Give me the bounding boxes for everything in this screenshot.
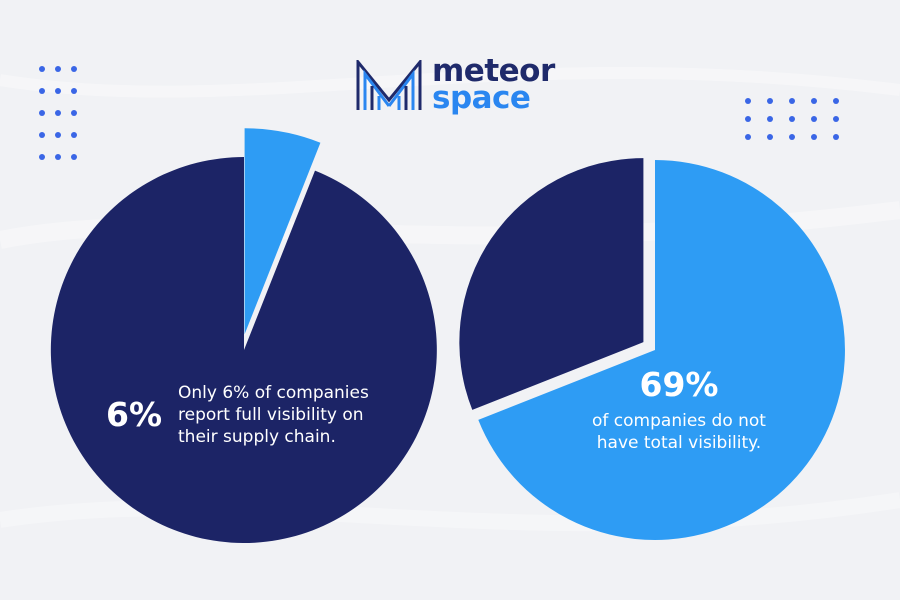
- value-label-right: 69%: [640, 365, 719, 404]
- pie-slice-highlight-right: [478, 160, 845, 540]
- decorative-dot: [745, 98, 751, 104]
- decorative-dot: [39, 110, 45, 116]
- decorative-dot: [55, 132, 61, 138]
- decorative-dot: [55, 110, 61, 116]
- decorative-dot: [789, 134, 795, 140]
- decorative-dot: [71, 66, 77, 72]
- decorative-dot: [811, 134, 817, 140]
- caption-left-line1: Only 6% of companies: [178, 383, 369, 403]
- decorative-dot: [789, 98, 795, 104]
- pie-slice-highlight-left: [244, 128, 321, 335]
- decorative-dot: [55, 154, 61, 160]
- decorative-dot: [71, 154, 77, 160]
- pie-slice-other-left: [50, 156, 437, 543]
- decorative-dot: [767, 134, 773, 140]
- pie-chart-right: 69% of companies do not have total visib…: [459, 158, 845, 540]
- decorative-dot: [55, 88, 61, 94]
- decorative-dot: [39, 88, 45, 94]
- pie-chart-left: 6% Only 6% of companies report full visi…: [50, 128, 437, 543]
- decorative-dot: [71, 132, 77, 138]
- decorative-dot: [39, 132, 45, 138]
- meteor-space-logo-mark-icon: [356, 60, 422, 110]
- decorative-dot: [71, 110, 77, 116]
- pie-slice-other-right: [459, 158, 644, 410]
- caption-left-line2: report full visibility on: [178, 405, 364, 425]
- decorative-dot: [55, 66, 61, 72]
- caption-right-line2: have total visibility.: [597, 433, 761, 453]
- decorative-dot: [71, 88, 77, 94]
- decorative-dot-grid-right: [745, 98, 839, 140]
- brand-name-line1: meteor: [432, 53, 555, 89]
- decorative-dot: [767, 116, 773, 122]
- decorative-dot: [833, 98, 839, 104]
- brand-name-line2: space: [432, 80, 531, 116]
- caption-left-line3: their supply chain.: [178, 427, 336, 447]
- caption-right-line1: of companies do not: [592, 411, 766, 431]
- decorative-dot: [745, 116, 751, 122]
- decorative-dot: [833, 116, 839, 122]
- decorative-dot: [745, 134, 751, 140]
- decorative-dot: [39, 66, 45, 72]
- decorative-dot: [811, 98, 817, 104]
- decorative-dot: [767, 98, 773, 104]
- decorative-dot: [39, 154, 45, 160]
- value-label-left: 6%: [106, 395, 162, 434]
- decorative-dot: [811, 116, 817, 122]
- decorative-dot: [833, 134, 839, 140]
- decorative-dot-grid-left: [39, 66, 77, 160]
- decorative-dot: [789, 116, 795, 122]
